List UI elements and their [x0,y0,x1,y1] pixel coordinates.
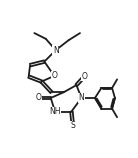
Text: O: O [51,71,57,80]
Text: N: N [53,46,59,55]
Text: O: O [36,94,42,103]
Text: O: O [81,72,87,81]
Text: S: S [71,121,75,130]
Text: N: N [79,94,84,103]
Text: NH: NH [49,107,61,116]
